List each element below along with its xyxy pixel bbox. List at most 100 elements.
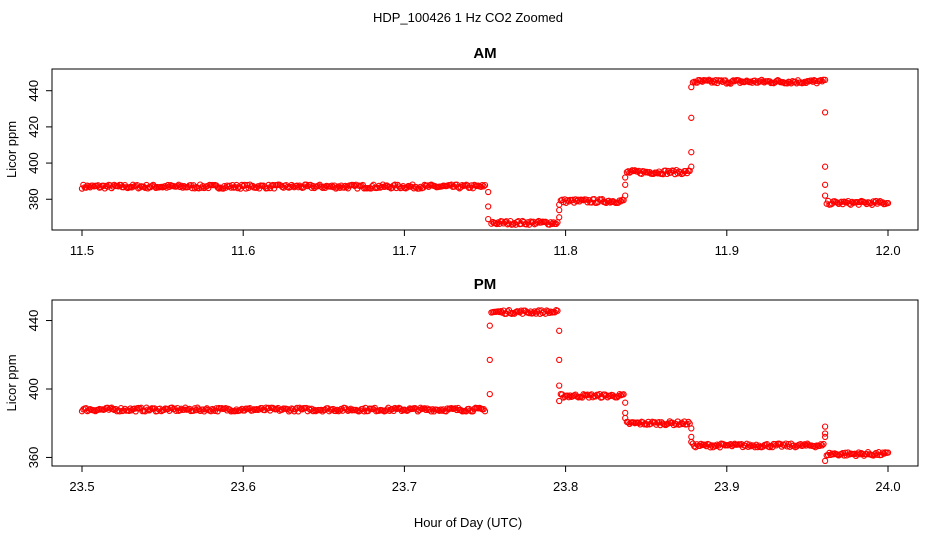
am-panel: AM 11.5 11.6 11.7 11.8 11.9 12.0 380 400 420 440 Li… — [4, 45, 919, 258]
data-point — [820, 440, 827, 448]
x-tick-label: 24.0 — [875, 479, 900, 494]
data-point — [187, 181, 194, 189]
data-point — [688, 83, 695, 91]
figure-xlabel: Hour of Day (UTC) — [414, 515, 522, 530]
data-point — [622, 409, 629, 417]
y-tick-label: 400 — [26, 378, 41, 400]
x-tick-label: 11.5 — [70, 243, 94, 258]
x-tick-label: 11.7 — [392, 243, 416, 258]
data-point — [405, 406, 412, 414]
data-point — [688, 438, 695, 446]
data-point — [303, 181, 310, 188]
data-point — [701, 441, 709, 448]
plot-frame — [51, 68, 919, 231]
data-point — [712, 442, 719, 450]
data-point — [616, 391, 623, 398]
x-tick-label: 11.9 — [715, 243, 739, 258]
data-point — [859, 450, 866, 458]
data-point — [821, 433, 829, 441]
data-point — [328, 182, 336, 189]
data-point — [556, 214, 563, 221]
data-point — [386, 183, 393, 191]
data-point — [718, 77, 725, 84]
y-tick-label: 440 — [26, 310, 41, 332]
data-point — [821, 76, 829, 84]
data-point — [422, 406, 430, 414]
data-point — [293, 182, 301, 189]
x-tick-label: 11.6 — [231, 243, 255, 258]
data-point — [880, 450, 888, 457]
data-point — [622, 399, 629, 406]
plot-frame — [51, 299, 919, 467]
data-point — [486, 390, 493, 398]
data-point — [622, 414, 629, 422]
data-point — [655, 418, 663, 426]
y-tick-label: 440 — [26, 80, 41, 102]
data-point — [417, 404, 424, 411]
y-tick-label: 380 — [26, 188, 41, 210]
data-point — [688, 163, 695, 170]
data-point — [688, 149, 695, 156]
data-point — [697, 440, 705, 448]
data-point — [265, 181, 272, 189]
data-point — [808, 77, 815, 84]
data-point — [234, 184, 241, 192]
y-tick-label: 360 — [26, 447, 41, 469]
x-tick-label: 23.5 — [69, 479, 94, 494]
data-point — [884, 199, 892, 207]
data-point — [821, 181, 829, 188]
data-point — [855, 449, 862, 456]
data-point — [556, 201, 563, 208]
data-point — [556, 327, 563, 334]
data-point — [688, 114, 695, 121]
x-tick-label: 23.8 — [553, 479, 578, 494]
data-point — [438, 407, 446, 414]
data-point — [493, 220, 500, 228]
data-point — [688, 433, 695, 441]
data-point — [517, 307, 525, 314]
data-point — [556, 206, 563, 214]
data-point — [485, 188, 492, 196]
data-point — [556, 397, 563, 405]
data-point — [340, 184, 348, 191]
data-point — [821, 163, 829, 170]
x-tick-label: 11.8 — [553, 243, 577, 258]
data-point — [147, 406, 154, 413]
data-point — [191, 185, 198, 192]
data-point — [479, 181, 486, 189]
data-point — [548, 220, 556, 228]
data-point — [817, 441, 824, 448]
data-point — [129, 181, 137, 188]
data-point — [746, 441, 753, 448]
pm-panel: PM 23.5 23.6 23.7 23.8 23.9 24.0 360 400 440 Licor… — [4, 276, 919, 494]
data-point — [176, 406, 184, 414]
data-point — [327, 183, 334, 190]
data-point — [819, 442, 826, 449]
data-points — [78, 76, 892, 228]
y-axis-label: Licor ppm — [4, 354, 19, 411]
data-point — [202, 406, 209, 413]
data-point — [530, 309, 537, 316]
data-point — [526, 309, 533, 317]
data-point — [620, 391, 627, 398]
data-point — [685, 418, 692, 426]
x-tick-label: 23.6 — [231, 479, 256, 494]
data-point — [332, 407, 340, 415]
data-point — [195, 406, 203, 413]
data-point — [360, 408, 368, 415]
data-point — [480, 183, 487, 190]
panel-title: PM — [474, 276, 497, 293]
data-point — [821, 109, 829, 116]
x-tick-label: 23.7 — [392, 479, 417, 494]
y-axis-label: Licor ppm — [4, 121, 19, 178]
data-point — [821, 457, 829, 465]
data-point — [547, 219, 554, 226]
x-tick-label: 12.0 — [875, 243, 900, 258]
data-point — [766, 443, 773, 451]
figure-suptitle: HDP_100426 1 Hz CO2 Zoomed — [373, 10, 563, 25]
data-point — [481, 408, 489, 415]
y-tick-label: 400 — [26, 152, 41, 174]
data-point — [116, 408, 123, 415]
data-point — [317, 406, 325, 414]
